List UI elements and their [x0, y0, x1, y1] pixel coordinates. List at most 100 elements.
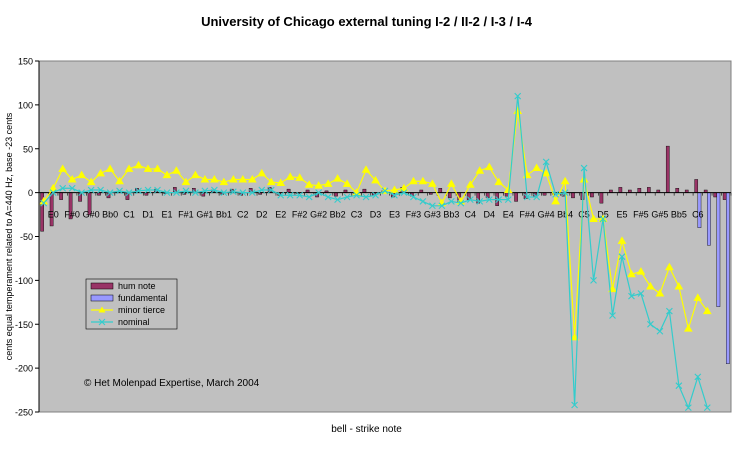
x-tick-label: G#2 [310, 210, 327, 220]
hum-note-bar [447, 192, 452, 199]
nominal-point [343, 193, 351, 201]
minor-tierce-point [390, 185, 399, 193]
hum-note-bar [722, 192, 727, 200]
nominal-point [533, 193, 541, 201]
nominal-point [552, 190, 560, 198]
nominal-point [286, 191, 294, 199]
nominal-point [106, 189, 114, 197]
nominal-point [514, 92, 522, 100]
minor-tierce-point [143, 164, 153, 172]
minor-tierce-point [589, 214, 598, 222]
x-tick-label: C4 [465, 210, 477, 220]
x-tick-label: E2 [275, 210, 286, 220]
minor-tierce-point [484, 162, 494, 171]
hum-note-bar [694, 179, 699, 193]
x-tick-label: D1 [142, 210, 154, 220]
y-tick-label: -150 [15, 320, 33, 330]
x-tick-label: E3 [389, 210, 400, 220]
hum-note-bar [514, 192, 518, 202]
nominal-point [59, 184, 67, 192]
x-tick-label: Bb3 [443, 210, 459, 220]
hum-note-bar [599, 192, 604, 204]
nominal-point [40, 199, 48, 207]
minor-tierce-point [191, 170, 200, 179]
hum-note-bar [571, 192, 575, 199]
minor-tierce-point [124, 164, 134, 172]
legend-swatch [90, 294, 114, 302]
x-tick-label: E1 [161, 210, 172, 220]
y-tick-label: -50 [20, 232, 33, 242]
minor-tierce-point [314, 181, 324, 189]
nominal-point [485, 196, 493, 204]
nominal-point [675, 382, 683, 390]
nominal-point [68, 184, 76, 192]
x-tick-label: G#3 [424, 210, 441, 220]
legend-marker [98, 318, 106, 326]
legend-entry: hum note [118, 281, 156, 291]
legend: hum note fundamental minor tierce nominal [85, 278, 178, 330]
minor-tierce-point [465, 180, 475, 188]
nominal-point [116, 187, 123, 195]
nominal-point [220, 189, 228, 197]
nominal-point [703, 404, 711, 412]
legend-entry: minor tierce [118, 305, 165, 315]
nominal-point [372, 191, 379, 199]
fundamental-bar [707, 192, 711, 246]
minor-tierce-point [655, 289, 665, 297]
nominal-point [628, 292, 635, 300]
nominal-point [163, 189, 171, 197]
minor-tierce-point [475, 166, 485, 174]
copyright-annotation: © Het Molenpad Expertise, March 2004 [84, 378, 260, 389]
nominal-point [125, 189, 133, 197]
x-tick-label: C3 [351, 210, 363, 220]
hum-note-bar [438, 188, 443, 193]
minor-tierce-point [172, 166, 181, 174]
minor-tierce-point [503, 185, 513, 193]
nominal-point [201, 187, 209, 195]
minor-tierce-point [418, 176, 428, 185]
nominal-point [87, 186, 95, 194]
minor-tierce-point [693, 293, 703, 301]
minor-tierce-point [608, 284, 617, 293]
minor-tierce-point [627, 269, 636, 278]
nominal-point [590, 276, 597, 284]
minor-tierce-point [560, 176, 570, 185]
minor-tierce-point [399, 183, 409, 192]
y-tick-label: 0 [28, 188, 33, 198]
minor-tierce-point [446, 179, 456, 187]
x-axis-label: bell - strike note [331, 424, 402, 435]
minor-tierce-point [702, 306, 712, 315]
minor-tierce-point [532, 163, 542, 172]
nominal-point [182, 187, 190, 195]
nominal-point [504, 196, 512, 204]
x-tick-label: Bb1 [216, 210, 232, 220]
minor-tierce-point [153, 164, 162, 172]
y-axis: -250 -200 -150 -100 -50 0 50 100 150 [15, 57, 40, 418]
plot-area [38, 60, 732, 413]
nominal-point [466, 196, 474, 204]
legend-entry: fundamental [118, 293, 168, 303]
y-tick-label: 150 [18, 57, 33, 67]
y-tick-label: -200 [15, 364, 33, 374]
x-tick-label: Bb0 [102, 210, 118, 220]
x-tick-label: F#4 [519, 210, 535, 220]
y-tick-label: 100 [18, 100, 33, 110]
minor-tierce-point [570, 332, 579, 341]
nominal-point [305, 193, 313, 201]
minor-tierce-point [162, 170, 172, 179]
minor-tierce-point [181, 177, 191, 186]
nominal-point [684, 404, 692, 412]
minor-tierce-point [361, 165, 371, 173]
hum-note-bar [362, 188, 367, 193]
minor-tierce-point [617, 236, 627, 244]
minor-tierce-point [86, 177, 96, 186]
nominal-point [135, 187, 142, 195]
nominal-point [277, 191, 285, 199]
hum-note-bar [647, 187, 651, 193]
nominal-point [239, 189, 247, 197]
minor-tierce-point [304, 180, 314, 188]
minor-tierce-point [333, 174, 342, 182]
nominal-point [618, 253, 626, 261]
minor-tierce-point [219, 177, 229, 186]
